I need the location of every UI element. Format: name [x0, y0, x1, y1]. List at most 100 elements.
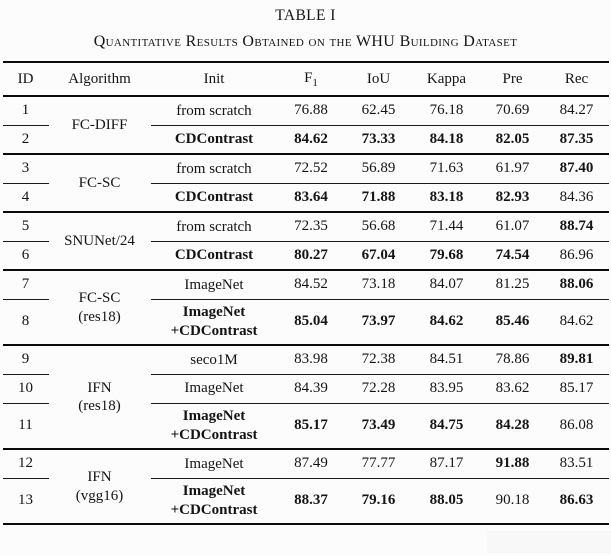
init-cell: ImageNet	[150, 449, 278, 479]
table-row: 5 SNUNet/24 from scratch 72.35 56.68 71.…	[2, 212, 609, 249]
table-row: 8 ImageNet +CDContrast 85.04 73.97 84.62 …	[3, 299, 609, 345]
pre-cell: 81.25	[480, 270, 545, 300]
f1-cell: 72.35	[277, 212, 345, 242]
table-row: 9 IFN (res18) seco1M 83.98 72.38 84.51 7…	[2, 345, 609, 414]
algorithm-cell: FC-SC (res18)	[78, 290, 121, 325]
pre-cell: 91.88	[480, 449, 545, 479]
init-cell: CDContrast	[174, 247, 254, 264]
rec-cell: 88.06	[544, 270, 609, 300]
table-group-fc-sc: 3 FC-SC from scratch 72.52 56.89 71.63 6…	[2, 154, 609, 212]
table-group-fc-diff: 1 FC-DIFF from scratch 76.88 62.45 76.18…	[2, 96, 609, 154]
col-header-init: Init	[150, 61, 278, 97]
kappa-cell: 79.68	[429, 246, 464, 263]
iou-cell: 73.18	[344, 270, 413, 300]
id-cell: 1	[2, 96, 49, 126]
algorithm-cell: IFN (vgg16)	[75, 469, 124, 504]
rec-cell: 86.08	[559, 417, 594, 434]
iou-cell: 79.16	[361, 492, 396, 509]
rec-cell: 84.27	[544, 96, 609, 126]
f1-cell: 84.39	[277, 374, 345, 404]
id-cell: 9	[2, 345, 49, 375]
init-cell: ImageNet +CDContrast	[170, 408, 258, 443]
init-cell: CDContrast	[174, 131, 254, 148]
id-cell: 5	[2, 212, 49, 242]
id-cell: 4	[21, 188, 30, 205]
table-row: 4 CDContrast 83.64 71.88 83.18 82.93 84.…	[3, 183, 609, 212]
init-cell: ImageNet	[150, 374, 278, 404]
iou-cell: 72.28	[344, 374, 413, 404]
f1-cell: 76.88	[277, 96, 345, 126]
init-cell: from scratch	[150, 212, 278, 242]
rec-cell: 85.17	[544, 374, 609, 404]
kappa-cell: 84.62	[429, 313, 464, 330]
id-cell: 11	[18, 417, 33, 434]
col-header-algorithm: Algorithm	[48, 61, 151, 97]
table-caption: TABLE I Quantitative Results Obtained on…	[0, 0, 611, 51]
init-cell: ImageNet +CDContrast	[170, 304, 258, 339]
rec-cell: 84.36	[559, 188, 594, 205]
f1-cell: 83.64	[294, 188, 328, 205]
table-group-ifn-vgg16: 12 IFN (vgg16) ImageNet 87.49 77.77 87.1…	[2, 449, 609, 524]
rec-cell: 84.62	[559, 313, 594, 330]
iou-cell: 62.45	[344, 96, 413, 126]
rec-cell: 86.63	[559, 492, 594, 509]
rec-cell: 83.51	[544, 449, 609, 479]
kappa-cell: 71.63	[412, 154, 481, 184]
table-row: 10 ImageNet 84.39 72.28 83.95 83.62 85.1…	[2, 374, 609, 404]
col-header-kappa: Kappa	[412, 61, 481, 97]
iou-cell: 67.04	[361, 246, 396, 263]
algorithm-cell: FC-DIFF	[71, 116, 128, 133]
pre-cell: 70.69	[480, 96, 545, 126]
algorithm-cell: FC-SC	[78, 174, 121, 191]
table-group-ifn-res18: 9 IFN (res18) seco1M 83.98 72.38 84.51 7…	[2, 345, 609, 449]
algorithm-cell: SNUNet/24	[64, 232, 135, 249]
kappa-cell: 83.95	[412, 374, 481, 404]
init-cell: from scratch	[150, 96, 278, 126]
col-header-pre: Pre	[480, 61, 545, 97]
pre-cell: 90.18	[495, 492, 530, 509]
rec-cell: 88.74	[544, 212, 609, 242]
iou-cell: 77.77	[344, 449, 413, 479]
pre-cell: 83.62	[480, 374, 545, 404]
f1-cell: 83.98	[277, 345, 345, 375]
col-header-iou: IoU	[344, 61, 413, 97]
table-row: 2 CDContrast 84.62 73.33 84.18 82.05 87.…	[3, 125, 609, 154]
f1-cell: 80.27	[294, 246, 328, 263]
iou-cell: 73.49	[361, 417, 396, 434]
algorithm-cell: IFN (res18)	[78, 379, 121, 414]
f1-cell: 84.62	[294, 130, 328, 147]
id-cell: 8	[21, 313, 30, 330]
f1-cell: 87.49	[277, 449, 345, 479]
table-row: 1 FC-DIFF from scratch 76.88 62.45 76.18…	[2, 96, 609, 133]
iou-cell: 56.89	[344, 154, 413, 184]
f1-cell: 72.52	[277, 154, 345, 184]
id-cell: 6	[21, 246, 30, 263]
pre-cell: 85.46	[495, 313, 530, 330]
id-cell: 2	[21, 130, 30, 147]
init-cell: from scratch	[150, 154, 278, 184]
table-row: 11 ImageNet +CDContrast 85.17 73.49 84.75…	[3, 403, 609, 449]
pre-cell: 78.86	[480, 345, 545, 375]
iou-cell: 71.88	[361, 188, 396, 205]
table-number: TABLE I	[275, 7, 336, 24]
pre-cell: 61.97	[480, 154, 545, 184]
table-row: 13 ImageNet +CDContrast 88.37 79.16 88.05…	[3, 478, 609, 524]
id-cell: 3	[2, 154, 49, 184]
table-header: ID Algorithm Init F1 IoU Kappa Pre Rec	[2, 61, 609, 97]
kappa-cell: 84.75	[429, 417, 464, 434]
table-row: 6 CDContrast 80.27 67.04 79.68 74.54 86.…	[3, 241, 609, 270]
kappa-cell: 71.44	[412, 212, 481, 242]
table-row: 12 IFN (vgg16) ImageNet 87.49 77.77 87.1…	[2, 449, 609, 504]
table-group-fc-sc-res18: 7 FC-SC (res18) ImageNet 84.52 73.18 84.…	[2, 270, 609, 345]
col-header-f1: F1	[277, 61, 345, 97]
col-header-id: ID	[2, 61, 49, 97]
id-cell: 10	[2, 374, 49, 404]
rec-cell: 86.96	[559, 246, 594, 263]
table-group-snunet: 5 SNUNet/24 from scratch 72.35 56.68 71.…	[2, 212, 609, 270]
rec-cell: 89.81	[544, 345, 609, 375]
iou-cell: 56.68	[344, 212, 413, 242]
f1-cell: 84.52	[277, 270, 345, 300]
init-cell: seco1M	[150, 345, 278, 375]
table-row: 3 FC-SC from scratch 72.52 56.89 71.63 6…	[2, 154, 609, 191]
kappa-cell: 88.05	[429, 492, 464, 509]
